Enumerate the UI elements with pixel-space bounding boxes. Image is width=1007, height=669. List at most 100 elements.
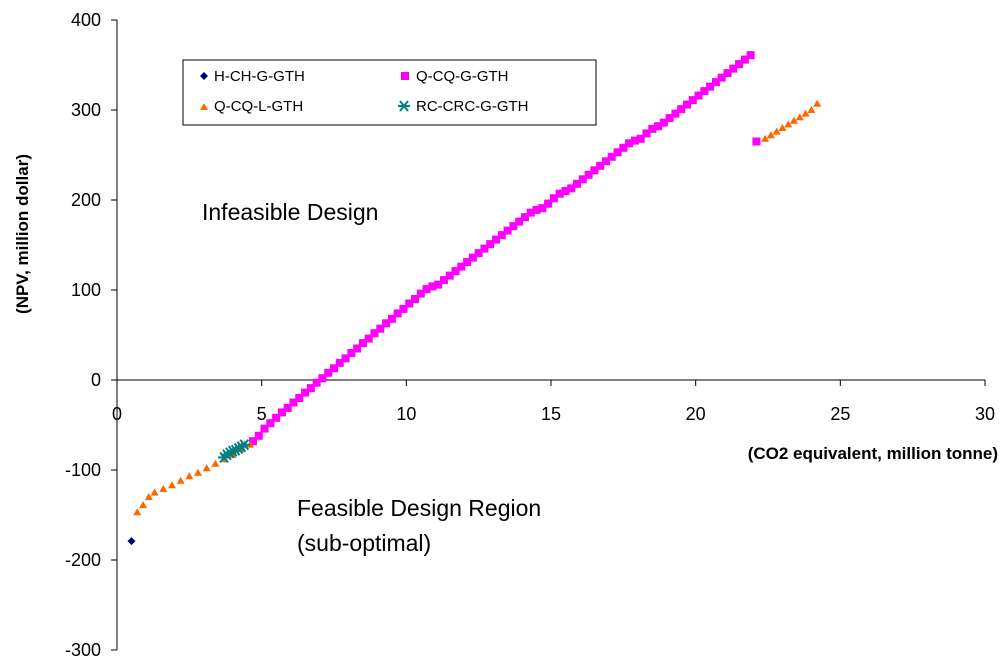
point-q-cq-g-gth — [376, 324, 385, 333]
x-tick-label: 30 — [975, 404, 995, 424]
y-tick-label: 400 — [71, 10, 101, 30]
point-q-cq-g-gth — [434, 280, 443, 289]
point-q-cq-g-gth — [492, 235, 501, 244]
x-tick-label: 10 — [396, 404, 416, 424]
point-q-cq-l-gth — [133, 508, 142, 516]
point-q-cq-g-gth — [567, 184, 576, 193]
point-q-cq-g-gth — [630, 136, 639, 145]
point-q-cq-g-gth — [283, 403, 292, 412]
point-q-cq-g-gth — [468, 253, 477, 262]
point-q-cq-g-gth — [665, 114, 674, 123]
point-q-cq-g-gth — [324, 368, 333, 377]
point-q-cq-g-gth — [659, 118, 668, 127]
point-q-cq-g-gth — [573, 179, 582, 188]
point-q-cq-g-gth — [677, 105, 686, 114]
point-q-cq-g-gth — [601, 157, 610, 166]
legend-label: Q-CQ-G-GTH — [416, 68, 508, 85]
y-tick-label: -100 — [65, 460, 101, 480]
point-q-cq-g-gth — [682, 100, 691, 109]
point-q-cq-l-gth — [202, 464, 211, 472]
point-q-cq-g-gth — [451, 267, 460, 276]
point-q-cq-g-gth — [254, 431, 263, 440]
point-q-cq-g-gth — [347, 349, 356, 357]
point-q-cq-g-gth — [717, 73, 726, 82]
point-q-cq-g-gth — [549, 194, 558, 203]
point-q-cq-g-gth — [752, 137, 761, 146]
point-q-cq-g-gth — [260, 424, 269, 433]
y-tick-label: 200 — [71, 190, 101, 210]
point-q-cq-g-gth — [364, 334, 373, 343]
point-q-cq-l-gth — [167, 481, 176, 489]
x-tick-label: 25 — [830, 404, 850, 424]
y-tick-label: 300 — [71, 100, 101, 120]
point-q-cq-g-gth — [480, 244, 489, 253]
point-q-cq-g-gth — [578, 175, 587, 184]
point-q-cq-l-gth — [790, 116, 799, 124]
point-q-cq-l-gth — [144, 493, 153, 500]
point-q-cq-g-gth — [295, 394, 304, 402]
point-q-cq-l-gth — [139, 501, 148, 509]
point-q-cq-g-gth — [596, 161, 605, 170]
point-q-cq-g-gth — [740, 55, 749, 64]
point-q-cq-l-gth — [772, 127, 781, 135]
legend-label: H-CH-G-GTH — [214, 68, 305, 85]
point-q-cq-g-gth — [272, 413, 281, 422]
point-q-cq-g-gth — [636, 134, 645, 143]
point-q-cq-l-gth — [813, 99, 822, 107]
point-q-cq-g-gth — [416, 289, 425, 298]
y-tick-label: 100 — [71, 280, 101, 300]
point-q-cq-g-gth — [688, 96, 697, 105]
ticks: -300 -200 -100 0 100 200 300 400 0 5 10 15 20 25 30 — [65, 10, 995, 660]
point-q-cq-g-gth — [654, 122, 663, 131]
point-q-cq-l-gth — [766, 131, 775, 139]
point-h-ch-g-gth — [127, 537, 136, 546]
point-q-cq-g-gth — [706, 82, 715, 91]
point-q-cq-g-gth — [729, 64, 738, 73]
point-q-cq-g-gth — [642, 129, 651, 138]
x-tick-label: 20 — [686, 404, 706, 424]
point-q-cq-l-gth — [150, 488, 159, 496]
point-q-cq-g-gth — [318, 374, 327, 383]
point-q-cq-g-gth — [393, 309, 402, 318]
point-q-cq-g-gth — [671, 109, 680, 118]
point-q-cq-l-gth — [795, 113, 804, 121]
point-q-cq-l-gth — [185, 472, 194, 480]
annotation-sub-optimal: (sub-optimal) — [297, 530, 431, 556]
point-q-cq-g-gth — [266, 419, 275, 428]
legend-item-rc-crc-g-gth: RC-CRC-G-GTH — [398, 98, 528, 115]
x-tick-label: 5 — [257, 404, 267, 424]
point-q-cq-l-gth — [807, 106, 816, 113]
point-q-cq-l-gth — [176, 476, 185, 484]
point-q-cq-g-gth — [248, 437, 257, 446]
point-q-cq-g-gth — [312, 378, 321, 387]
x-axis-title: (CO2 equivalent, million tonne) — [748, 444, 998, 463]
point-q-cq-g-gth — [613, 148, 622, 157]
point-q-cq-g-gth — [538, 204, 547, 213]
point-q-cq-g-gth — [509, 222, 518, 231]
point-q-cq-g-gth — [526, 208, 535, 217]
legend-marker-diamond — [200, 72, 208, 80]
point-q-cq-g-gth — [619, 143, 628, 152]
point-q-cq-l-gth — [194, 468, 203, 476]
point-q-cq-g-gth — [341, 354, 350, 363]
legend-label: Q-CQ-L-GTH — [214, 98, 303, 115]
point-q-cq-g-gth — [439, 276, 448, 285]
point-q-cq-g-gth — [382, 319, 391, 328]
annotation-feasible-design-region: Feasible Design Region — [297, 495, 541, 521]
legend: H-CH-G-GTH Q-CQ-G-GTH Q-CQ-L-GTH RC-CRC-… — [182, 59, 597, 126]
point-q-cq-g-gth — [497, 231, 506, 240]
point-q-cq-g-gth — [520, 213, 529, 222]
y-tick-label: 0 — [91, 370, 101, 390]
point-q-cq-g-gth — [306, 384, 315, 393]
data-points — [127, 51, 822, 546]
x-tick-label: 15 — [541, 404, 561, 424]
point-q-cq-g-gth — [735, 60, 744, 69]
legend-marker-asterisk — [398, 100, 410, 112]
point-q-cq-g-gth — [746, 51, 755, 60]
annotation-infeasible-design: Infeasible Design — [202, 199, 378, 225]
point-q-cq-g-gth — [422, 285, 431, 294]
point-q-cq-g-gth — [694, 91, 703, 100]
point-q-cq-g-gth — [474, 249, 483, 258]
point-q-cq-l-gth — [801, 109, 810, 117]
